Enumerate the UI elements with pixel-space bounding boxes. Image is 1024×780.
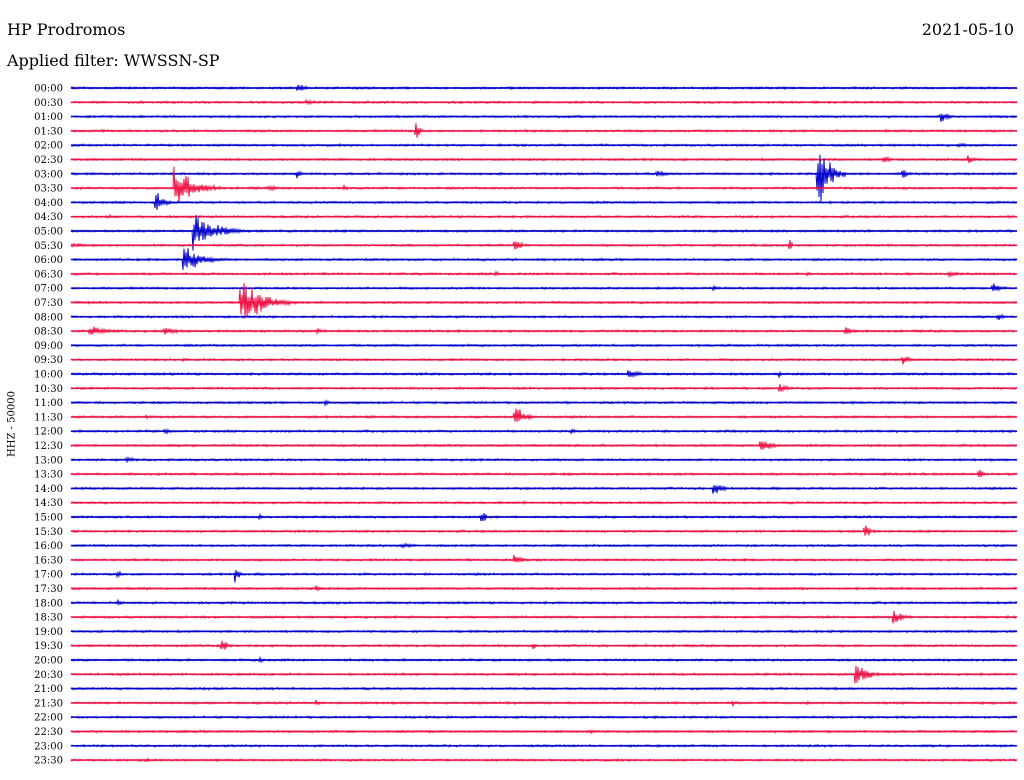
row-label-1030: 10:30 [34, 384, 63, 395]
row-label-2230: 22:30 [34, 727, 63, 738]
row-label-1430: 14:30 [34, 498, 63, 509]
row-label-1730: 17:30 [34, 584, 63, 595]
row-label-0230: 02:30 [34, 155, 63, 166]
trace-1630 [70, 554, 1018, 564]
date-label: 2021-05-10 [921, 20, 1014, 39]
row-label-1900: 19:00 [34, 627, 63, 638]
row-label-1100: 11:00 [34, 398, 63, 409]
trace-0400 [70, 193, 1018, 210]
row-label-0930: 09:30 [34, 355, 63, 366]
row-label-1130: 11:30 [34, 412, 63, 423]
trace-0100 [70, 112, 1018, 122]
row-label-1230: 12:30 [34, 441, 63, 452]
row-label-0300: 03:00 [34, 169, 63, 180]
row-label-0330: 03:30 [34, 184, 63, 195]
row-label-2030: 20:30 [34, 670, 63, 681]
row-label-0100: 01:00 [34, 112, 63, 123]
row-label-1930: 19:30 [34, 641, 63, 652]
row-label-2000: 20:00 [34, 656, 63, 667]
row-label-1300: 13:00 [34, 455, 63, 466]
row-label-2100: 21:00 [34, 684, 63, 695]
row-label-1830: 18:30 [34, 613, 63, 624]
trace-0300 [70, 154, 1018, 202]
row-label-2300: 23:00 [34, 741, 63, 752]
row-label-0400: 04:00 [34, 198, 63, 209]
row-label-0830: 08:30 [34, 327, 63, 338]
row-label-0900: 09:00 [34, 341, 63, 352]
row-label-1200: 12:00 [34, 427, 63, 438]
trace-1700 [70, 569, 1018, 583]
row-label-0200: 02:00 [34, 141, 63, 152]
filter-label: Applied filter: WWSSN-SP [7, 51, 220, 70]
row-label-0800: 08:00 [34, 312, 63, 323]
trace-1400 [70, 484, 1018, 494]
row-label-1530: 15:30 [34, 527, 63, 538]
row-label-1630: 16:30 [34, 555, 63, 566]
row-label-0530: 05:30 [34, 241, 63, 252]
row-label-1600: 16:00 [34, 541, 63, 552]
trace-1130 [70, 408, 1018, 423]
trace-0930 [70, 356, 1018, 365]
row-label-2330: 23:30 [34, 756, 63, 767]
row-label-0130: 01:30 [34, 126, 63, 137]
row-label-1500: 15:00 [34, 513, 63, 524]
row-label-1700: 17:00 [34, 570, 63, 581]
station-title: HP Prodromos [7, 20, 126, 39]
row-label-0730: 07:30 [34, 298, 63, 309]
row-label-0700: 07:00 [34, 284, 63, 295]
row-label-2130: 21:30 [34, 698, 63, 709]
row-label-0430: 04:30 [34, 212, 63, 223]
row-label-0600: 06:00 [34, 255, 63, 266]
row-label-0000: 00:00 [34, 84, 63, 95]
trace-0700 [70, 283, 1018, 292]
row-label-1800: 18:00 [34, 598, 63, 609]
row-label-1400: 14:00 [34, 484, 63, 495]
row-label-0630: 06:30 [34, 269, 63, 280]
row-label-0500: 05:00 [34, 227, 63, 238]
row-label-1000: 10:00 [34, 370, 63, 381]
row-label-2200: 22:00 [34, 713, 63, 724]
row-label-0030: 00:30 [34, 98, 63, 109]
row-label-1330: 13:30 [34, 470, 63, 481]
